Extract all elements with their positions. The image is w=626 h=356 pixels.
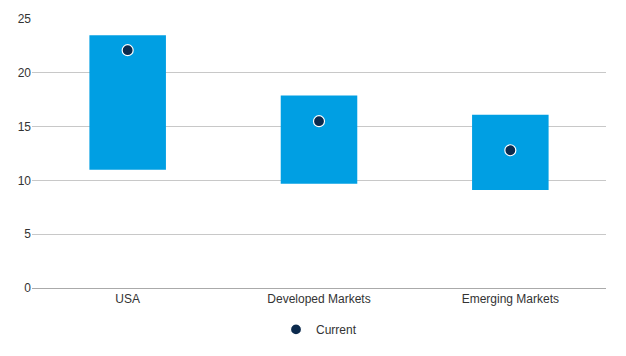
svg-text:10: 10 [18, 174, 32, 188]
svg-text:USA: USA [115, 292, 140, 306]
svg-text:Emerging Markets: Emerging Markets [462, 292, 559, 306]
svg-text:25: 25 [18, 12, 32, 26]
svg-text:Current: Current [316, 323, 357, 337]
svg-text:5: 5 [24, 227, 31, 241]
svg-text:Developed Markets: Developed Markets [267, 292, 370, 306]
svg-text:15: 15 [18, 120, 32, 134]
svg-text:0: 0 [24, 281, 31, 295]
svg-text:20: 20 [18, 66, 32, 80]
